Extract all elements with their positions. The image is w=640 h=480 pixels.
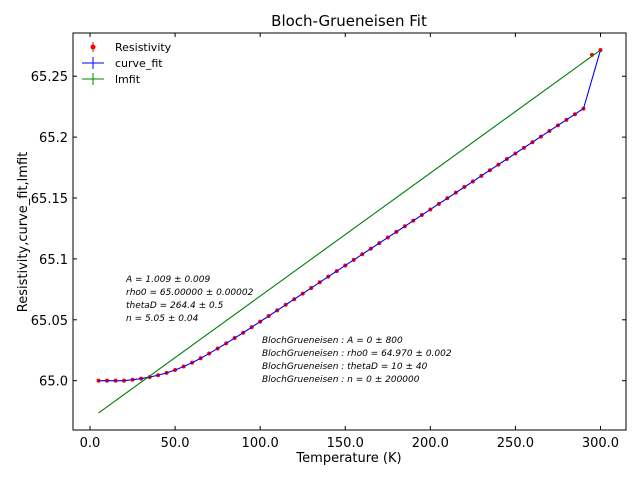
x-tick-label: 100.0 [242,436,279,451]
y-tick-label: 65.15 [31,192,68,207]
legend-marker [90,44,96,50]
x-tick-label: 250.0 [497,436,534,451]
series-line-overlay [98,49,601,414]
annotations: A = 1.009 ± 0.009 rho0 = 65.00000 ± 0.000… [125,275,452,385]
series-line-overlay [98,49,601,382]
annotation-text: A = 1.009 ± 0.009 [125,275,210,285]
axes-frame [72,32,627,431]
y-axis-label: Resistivity,curve_fit,lmfit [16,152,31,312]
y-tick-label: 65.25 [31,70,68,85]
annotation-text: thetaD = 264.4 ± 0.5 [126,301,224,311]
annotation-text: BlochGrueneisen : A = 0 ± 800 [262,336,403,346]
x-axis-label: Temperature (K) [295,451,401,466]
x-tick-label: 300.0 [582,436,619,451]
y-tick-label: 65.05 [31,314,68,329]
x-tick-label: 200.0 [412,436,449,451]
legend-entry: Resistivity [115,41,172,54]
annotation-text: n = 5.05 ± 0.04 [126,314,199,324]
annotation-text: BlochGrueneisen : rho0 = 64.970 ± 0.002 [262,349,452,359]
y-tick-label: 65.1 [39,253,68,268]
annotation-text: BlochGrueneisen : n = 0 ± 200000 [262,375,420,385]
y-tick-label: 65.2 [39,131,68,146]
legend-entry: curve_fit [115,57,163,70]
x-tick-label: 0.0 [80,436,101,451]
chart-title: Bloch-Grueneisen Fit [271,12,427,30]
annotation-text: rho0 = 65.00000 ± 0.00002 [126,288,254,298]
annotation-text: BlochGrueneisen : thetaD = 10 ± 40 [262,362,428,372]
legend-entry: lmfit [115,73,141,86]
y-tick-label: 65.0 [39,375,68,390]
plot-area [96,48,603,414]
x-tick-label: 50.0 [161,436,190,451]
x-tick-label: 150.0 [327,436,364,451]
